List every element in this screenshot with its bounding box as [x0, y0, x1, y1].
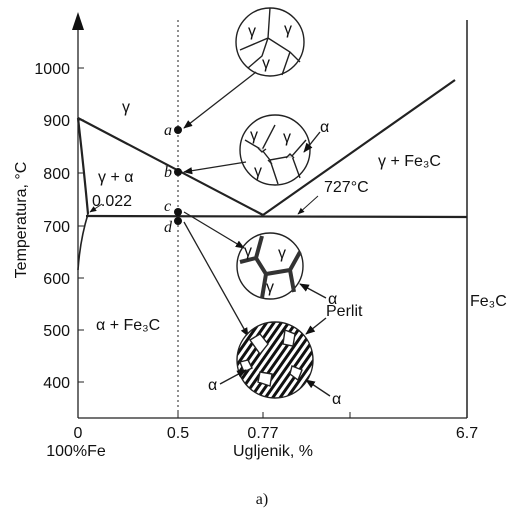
grain-label: γ [244, 243, 252, 260]
grain-label: α [320, 119, 329, 136]
axes: 1000 900 800 700 600 500 400 0 0.5 0.77 … [13, 12, 478, 460]
x-tick: 6.7 [456, 425, 478, 442]
point-label: a [164, 122, 172, 139]
x-label: Ugljenik, % [233, 443, 313, 460]
grain-label: Perlit [326, 303, 363, 320]
microstructure-1: γ γ γ [235, 7, 305, 77]
region: γ + α [98, 169, 133, 186]
y-tick: 600 [43, 271, 70, 288]
region-labels: γ γ + α α + Fe₃C γ + Fe₃C Fe₃C 0.022 727… [89, 99, 507, 334]
microstructure-4: Perlit α α [208, 303, 363, 408]
y-tick: 700 [43, 219, 70, 236]
point-label: c [164, 198, 171, 215]
microstructure-3: γ γ γ α [236, 232, 337, 308]
y-tick: 400 [43, 375, 70, 392]
grain-label: α [328, 291, 337, 308]
annotation: 727°C [324, 179, 369, 196]
region: α + Fe₃C [96, 317, 160, 334]
phase-lines [76, 79, 468, 271]
grain-label: γ [278, 245, 286, 262]
point-label: b [164, 164, 172, 181]
grain-label: γ [266, 279, 274, 296]
microstructure-2: γ γ γ α [239, 114, 329, 186]
x-tick: 0.5 [167, 425, 189, 442]
points: a b c d [164, 122, 182, 236]
arrows [183, 71, 257, 337]
grain-label: γ [262, 55, 270, 72]
x-origin-note: 100%Fe [46, 443, 106, 460]
x-tick: 0.77 [247, 425, 278, 442]
caption: a) [256, 491, 268, 508]
y-tick: 500 [43, 323, 70, 340]
x-tick: 0 [74, 425, 83, 442]
grain-label: γ [250, 127, 258, 144]
y-label: Temperatura, °C [13, 162, 30, 279]
point-label: d [164, 219, 173, 236]
region: Fe₃C [470, 293, 507, 310]
region: γ + Fe₃C [378, 153, 441, 170]
grain-label: α [332, 391, 341, 408]
grain-label: γ [254, 163, 262, 180]
grain-label: γ [283, 129, 291, 146]
grain-label: α [208, 377, 217, 394]
grain-label: γ [248, 23, 256, 40]
region: γ [122, 99, 130, 116]
grain-label: γ [284, 21, 292, 38]
y-tick: 900 [43, 113, 70, 130]
annotation: 0.022 [92, 193, 132, 210]
y-tick: 800 [43, 166, 70, 183]
y-tick: 1000 [34, 61, 70, 78]
